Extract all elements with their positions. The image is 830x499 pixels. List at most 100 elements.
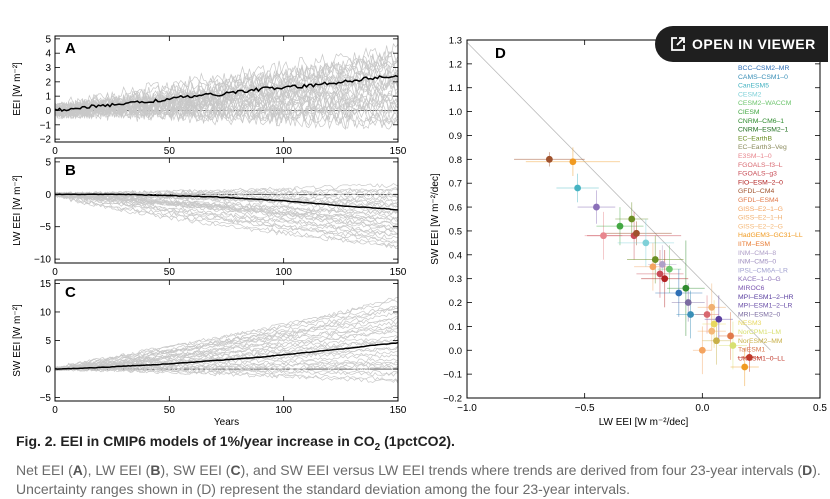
ensemble-line	[54, 192, 399, 215]
legend-entry: NESM3	[738, 320, 762, 327]
scatter-point	[708, 303, 716, 311]
scatter-point	[708, 327, 716, 335]
legend-entry: IITM–ESM	[738, 241, 770, 248]
y-tick-label: −1	[40, 120, 52, 131]
ensemble-line	[54, 99, 399, 119]
legend-entry: TaiESM1	[738, 347, 765, 354]
y-tick-label: −10	[34, 255, 51, 266]
y-tick-label: 0.4	[449, 250, 462, 261]
open-in-viewer-button[interactable]: OPEN IN VIEWER	[655, 26, 828, 62]
ensemble-line	[54, 72, 399, 118]
scatter-point	[661, 275, 669, 283]
panel-letter: A	[65, 40, 76, 57]
legend-entry: FIO–ESM–2–0	[738, 179, 783, 186]
legend-entry: MRI–ESM2–0	[738, 311, 781, 318]
y-tick-label: 0.6	[449, 203, 462, 214]
legend-entry: BCC–CSM2–MR	[738, 65, 789, 72]
legend-entry: INM–CM5–0	[738, 259, 776, 266]
scatter-point	[600, 232, 607, 240]
caption-text-segment: ). Uncertainty ranges shown in (D) repre…	[16, 461, 821, 497]
legend-entry: MIROC6	[738, 285, 765, 292]
legend-entry: GFDL–CM4	[738, 188, 774, 195]
ensemble-line	[54, 51, 399, 119]
legend-entry: EC–Earth3–Veg	[738, 144, 787, 151]
ensemble-mean-line	[54, 341, 399, 370]
caption-panel-ref: A	[72, 461, 83, 478]
x-tick-label: 50	[164, 267, 176, 278]
x-tick-label: 0	[52, 267, 58, 278]
scatter-point	[574, 184, 582, 192]
ensemble-line	[54, 193, 399, 244]
x-tick-label: 50	[164, 146, 176, 157]
x-tick-label: 0	[52, 146, 58, 157]
y-tick-label: 0.7	[449, 179, 462, 190]
legend-entry: FGOALS–f3–L	[738, 162, 783, 169]
x-axis-label: Years	[214, 417, 239, 428]
y-tick-label: 1.3	[449, 36, 462, 47]
panel-letter: D	[495, 45, 506, 62]
scatter-point	[658, 260, 666, 268]
ensemble-line	[54, 366, 399, 382]
legend-entry: INM–CM4–8	[738, 250, 776, 257]
ensemble-line	[54, 193, 399, 215]
scatter-point	[642, 239, 650, 247]
legend-entry: MPI–ESM1–2–LR	[738, 303, 792, 310]
panel-d: −0.2 −0.1 0.0 0.1 0.2 0.3 0.4 0.5 0.6 0.7 0.8 0.9 1.…	[430, 36, 827, 429]
ensemble-mean-line	[54, 74, 399, 112]
x-tick-label: 150	[390, 405, 407, 416]
ensemble-line	[54, 312, 399, 372]
figure-caption: Fig. 2. EEI in CMIP6 models of 1%/year i…	[16, 432, 821, 499]
y-tick-label: −5	[40, 222, 52, 233]
caption-text-segment: Net EEI (	[16, 461, 73, 478]
y-tick-label: 3	[45, 63, 51, 74]
scatter-point	[682, 284, 690, 292]
x-tick-label: 0.0	[695, 403, 709, 414]
scatter-point	[710, 320, 718, 328]
y-tick-label: 0.9	[449, 131, 462, 142]
legend-entry: FGOALS–g3	[738, 171, 777, 178]
y-tick-label: −5	[40, 393, 52, 404]
ensemble-line	[54, 50, 399, 118]
x-tick-label: 0.5	[813, 403, 827, 414]
y-axis-label: LW EEI [W m⁻²]	[12, 175, 23, 246]
legend-entry: GISS–E2–1–H	[738, 215, 783, 222]
y-tick-label: −0.2	[443, 394, 462, 405]
y-tick-label: 0.3	[449, 274, 462, 285]
ensemble-line	[54, 193, 399, 250]
y-axis-label: EEI [W m⁻²]	[12, 62, 23, 116]
ensemble-line	[54, 97, 399, 119]
legend-entry: CIESM	[738, 109, 760, 116]
y-tick-label: 5	[45, 336, 51, 347]
legend-entry: IPSL–CM6A–LR	[738, 267, 788, 274]
legend-entry: CESM2–WACCM	[738, 100, 792, 107]
scatter-point	[713, 337, 720, 345]
y-tick-label: 5	[45, 34, 51, 45]
ensemble-line	[54, 297, 399, 371]
x-tick-label: 150	[390, 146, 407, 157]
legend-entry: UKESM1–0–LL	[738, 355, 785, 362]
scatter-point	[741, 363, 749, 371]
plot-frame	[466, 39, 821, 399]
legend-entry: NorCPM1–LM	[738, 329, 781, 336]
scatter-point	[715, 315, 723, 323]
y-tick-label: 0.8	[449, 155, 462, 166]
caption-title: Fig. 2. EEI in CMIP6 models of 1%/year i…	[16, 432, 821, 457]
x-axis-label: LW EEI [W m⁻²/dec]	[599, 417, 689, 428]
y-tick-label: 1.2	[449, 59, 462, 70]
y-tick-label: 0	[45, 365, 51, 376]
y-tick-label: 15	[40, 279, 52, 290]
caption-panel-ref: C	[230, 461, 241, 478]
ensemble-line	[54, 192, 399, 235]
y-tick-label: 2	[45, 77, 51, 88]
legend-entry: CAMS–CSM1–0	[738, 74, 788, 81]
y-tick-label: 1.0	[449, 107, 462, 118]
y-axis-label: SW EEI [W m⁻²/dec]	[430, 173, 441, 265]
y-tick-label: 10	[40, 307, 52, 318]
ensemble-line	[54, 183, 399, 197]
ensemble-line	[54, 358, 399, 371]
ensemble-line	[54, 305, 399, 371]
scatter-point	[545, 155, 553, 163]
scatter-point	[746, 354, 753, 361]
